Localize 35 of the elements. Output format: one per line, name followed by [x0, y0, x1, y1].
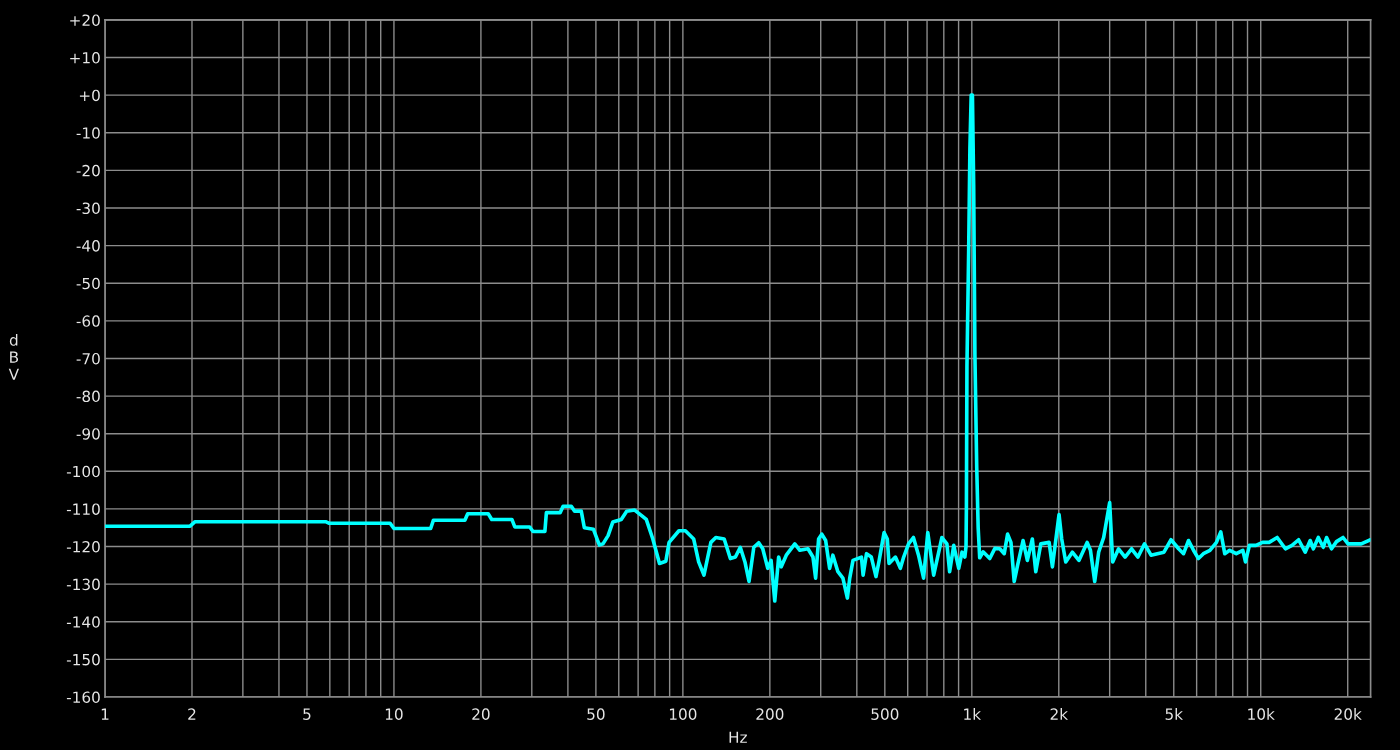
- x-tick-label: 500: [871, 708, 899, 720]
- y-tick-label: -50: [76, 277, 100, 290]
- y-tick-label: -160: [66, 691, 100, 703]
- y-tick-label: -110: [66, 503, 100, 515]
- y-tick-label: -100: [66, 465, 100, 478]
- y-tick-label: -60: [76, 315, 100, 327]
- y-tick-label: -140: [66, 616, 100, 628]
- x-tick-label: 2: [188, 708, 196, 720]
- y-tick-label: -90: [76, 428, 100, 440]
- x-tick-label: 50: [587, 708, 605, 720]
- x-tick-label: 5k: [1165, 708, 1184, 720]
- y-tick-label: -120: [66, 540, 100, 553]
- y-tick-label: -40: [76, 240, 100, 252]
- y-tick-label: -70: [76, 352, 100, 365]
- y-tick-label: -80: [76, 390, 100, 403]
- x-tick-label: 100: [669, 708, 697, 720]
- y-tick-label: +0: [79, 89, 100, 102]
- x-tick-label: 1k: [964, 708, 982, 720]
- x-tick-label: 200: [756, 708, 784, 720]
- y-tick-label: +20: [70, 14, 100, 26]
- y-tick-label: -130: [66, 578, 100, 591]
- y-tick-label: -10: [76, 127, 100, 139]
- x-axis-title: Hz: [729, 731, 747, 743]
- x-tick-label: 20: [472, 708, 490, 720]
- y-tick-label: +10: [70, 52, 100, 64]
- x-tick-label: 10: [385, 708, 403, 720]
- y-tick-label: -150: [66, 653, 100, 666]
- x-tick-label: 10k: [1248, 708, 1275, 720]
- y-tick-label: -20: [76, 164, 100, 177]
- x-tick-label: 2k: [1050, 708, 1069, 720]
- y-tick-label: -30: [76, 202, 100, 215]
- y-axis-title: dBV: [8, 333, 19, 380]
- x-tick-label: 1: [101, 708, 109, 720]
- x-tick-label: 5: [303, 708, 311, 720]
- x-tick-label: 20k: [1334, 708, 1362, 720]
